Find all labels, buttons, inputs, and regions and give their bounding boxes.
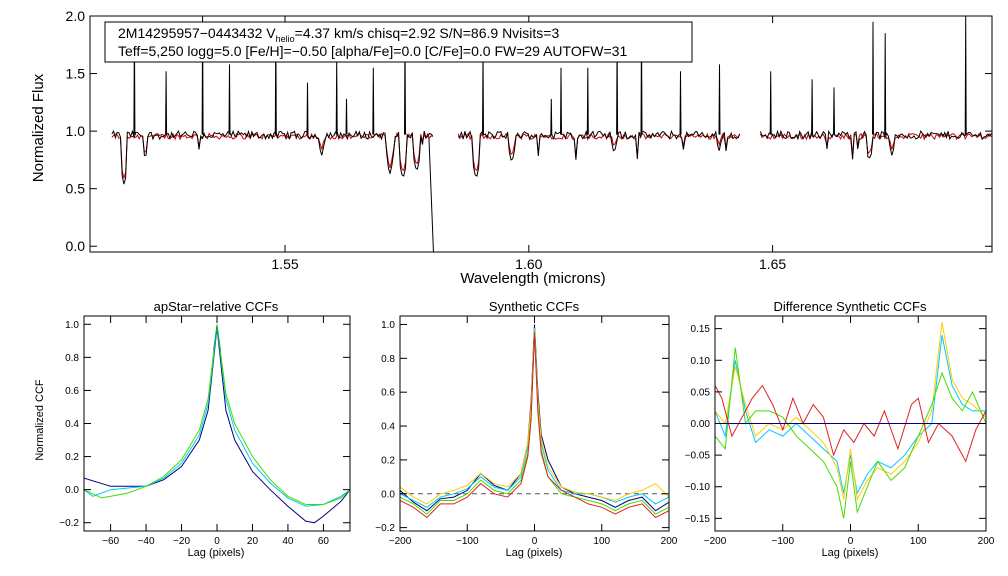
difference-ccf-title: Difference Synthetic CCFs xyxy=(774,299,927,314)
synthetic-ccf-title: Synthetic CCFs xyxy=(489,299,580,314)
x-tick-label: 0 xyxy=(532,536,538,547)
y-tick-label: 0.6 xyxy=(65,386,79,397)
x-tick-label: 0 xyxy=(214,536,220,547)
x-tick-label: −200 xyxy=(389,536,412,547)
plot-frame xyxy=(89,15,993,253)
difference-ccf-panel: −200 −100 0 100 200 −0.15 −0.10 −0.05 0.00 0.05 0.… xyxy=(685,299,995,559)
x-tick-label: 1.55 xyxy=(271,256,298,272)
spectrum-info-box xyxy=(104,21,693,63)
y-tick-label: −0.15 xyxy=(685,514,711,525)
x-tick-label: 200 xyxy=(661,536,678,547)
apstar-ccf-title: apStar−relative CCFs xyxy=(154,299,279,314)
apstar-ccf-axes: −60 −40 −20 0 20 40 60 −0.2 0.0 0.2 0.4 0.6 0.8 1.0 xyxy=(59,315,351,547)
x-tick-label: 20 xyxy=(247,536,259,547)
apstar-ccf-xlabel: Lag (pixels) xyxy=(188,547,245,559)
y-tick-label: 0.2 xyxy=(65,452,79,463)
apstar-ccf-ylabel: Normalized CCF xyxy=(34,379,46,461)
x-tick-label: 60 xyxy=(318,536,330,547)
difference-ccf-xlabel: Lag (pixels) xyxy=(822,547,879,559)
series-visit-1 xyxy=(400,327,669,508)
series-visit-3 xyxy=(400,331,669,515)
x-tick-label: 100 xyxy=(910,536,927,547)
x-tick-label: 1.65 xyxy=(759,256,786,272)
y-tick-label: 1.5 xyxy=(66,65,86,81)
y-tick-label: 0.00 xyxy=(691,419,711,430)
synthetic-ccf-panel: −200 −100 0 100 200 −0.2 0.0 0.2 0.4 0.6 0.8 1.0 Sy… xyxy=(375,299,678,559)
spectrum-info-line1: 2M14295957−0443432 Vhelio=4.37 km/s chis… xyxy=(118,25,559,44)
x-tick-label: 200 xyxy=(978,536,995,547)
x-tick-label: 0 xyxy=(848,536,854,547)
y-tick-label: 1.0 xyxy=(65,320,79,331)
y-tick-label: 0.6 xyxy=(381,388,395,399)
apstar-ccf-panel: −60 −40 −20 0 20 40 60 −0.2 0.0 0.2 0.4 0.6 0.8 1.0 a… xyxy=(34,299,351,559)
spectrum-panel: 1.55 1.60 1.65 0.0 0.5 1.0 1.5 2.0 2M14295957−0… xyxy=(30,8,993,287)
y-tick-label: 0.2 xyxy=(381,455,395,466)
x-tick-label: −200 xyxy=(704,536,727,547)
difference-ccf-lines xyxy=(715,322,986,519)
y-tick-label: 2.0 xyxy=(66,8,86,24)
y-tick-label: −0.10 xyxy=(685,482,711,493)
x-tick-label: −100 xyxy=(771,536,794,547)
y-tick-label: 0.0 xyxy=(65,485,79,496)
x-tick-label: −20 xyxy=(173,536,190,547)
y-tick-label: 0.0 xyxy=(66,238,86,254)
y-tick-label: 0.10 xyxy=(691,356,711,367)
spectrum-lines xyxy=(111,16,992,252)
series-visit-4 xyxy=(715,384,986,463)
series-visit-3 xyxy=(213,325,221,351)
x-tick-label: 100 xyxy=(593,536,610,547)
series-model xyxy=(111,132,992,179)
spectrum-ylabel: Normalized Flux xyxy=(30,73,47,182)
y-tick-label: 0.0 xyxy=(381,489,395,500)
synthetic-ccf-axes: −200 −100 0 100 200 −0.2 0.0 0.2 0.4 0.6 0.8 1.0 xyxy=(375,315,678,547)
x-tick-label: −40 xyxy=(138,536,155,547)
y-tick-label: −0.2 xyxy=(59,518,79,529)
series-visit-1 xyxy=(84,325,350,507)
x-tick-label: 1.60 xyxy=(515,256,542,272)
spectrum-axes: 1.55 1.60 1.65 0.0 0.5 1.0 1.5 2.0 xyxy=(66,8,993,272)
y-tick-label: 1.0 xyxy=(66,123,86,139)
spectrum-xlabel: Wavelength (microns) xyxy=(460,270,605,287)
series-visit-2 xyxy=(715,322,986,502)
difference-ccf-axes: −200 −100 0 100 200 −0.15 −0.10 −0.05 0.00 0.05 0.… xyxy=(685,315,995,547)
plot-frame xyxy=(83,315,351,532)
y-tick-label: −0.05 xyxy=(685,451,711,462)
synthetic-ccf-xlabel: Lag (pixels) xyxy=(506,547,563,559)
y-tick-label: 0.8 xyxy=(65,353,79,364)
series-visit-2 xyxy=(84,324,350,505)
y-tick-label: 0.8 xyxy=(381,354,395,365)
y-tick-label: 0.5 xyxy=(66,181,86,197)
x-tick-label: −100 xyxy=(456,536,479,547)
x-tick-label: 40 xyxy=(282,536,294,547)
series-visit-4 xyxy=(400,332,669,519)
y-tick-label: 0.4 xyxy=(381,422,395,433)
y-tick-label: 0.4 xyxy=(65,419,79,430)
y-tick-label: 0.15 xyxy=(691,324,711,335)
series-visit-2 xyxy=(400,329,669,505)
y-tick-label: 0.05 xyxy=(691,387,711,398)
series-combined xyxy=(84,327,350,524)
apstar-ccf-lines xyxy=(84,324,350,524)
y-tick-label: −0.2 xyxy=(375,523,395,534)
series-visit-3 xyxy=(715,347,986,519)
series-visit-1 xyxy=(715,334,986,495)
x-tick-label: −60 xyxy=(102,536,119,547)
y-tick-label: 1.0 xyxy=(381,320,395,331)
series-combined xyxy=(400,324,669,512)
synthetic-ccf-lines xyxy=(400,324,669,519)
spectrum-info-line2: Teff=5,250 logg=5.0 [Fe/H]=−0.50 [alpha/… xyxy=(118,43,627,59)
